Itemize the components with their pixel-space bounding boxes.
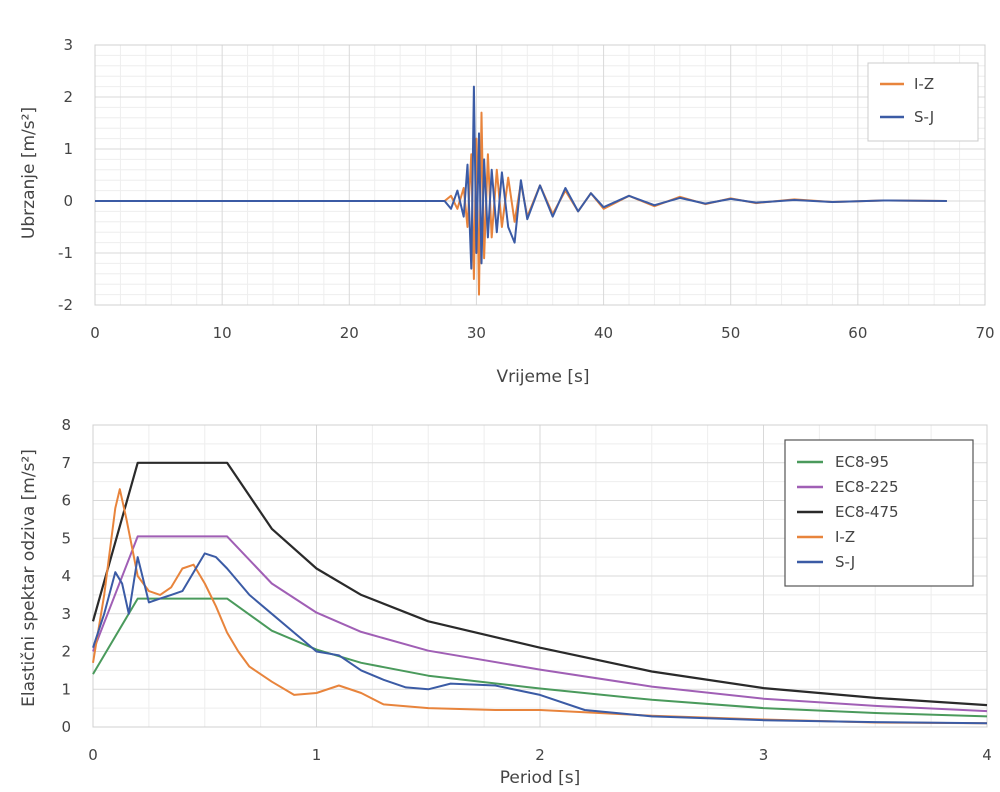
x-axis-label: Period [s] xyxy=(500,768,581,788)
response-spectrum-chart: 0 1 2 3 4 0 1 2 3 4 5 6 7 8 Period [s] Elastični spe… xyxy=(19,416,992,788)
plot-frame xyxy=(92,424,988,728)
series-line-s-j xyxy=(92,552,988,725)
y-tick-label: 0 xyxy=(63,192,73,210)
x-tick-label: 20 xyxy=(340,324,359,342)
series-line-i-z xyxy=(95,111,947,296)
x-tick-labels: 0 10 20 30 40 50 60 70 xyxy=(90,324,994,342)
y-tick-label: 3 xyxy=(63,36,73,54)
y-tick-label: 5 xyxy=(61,529,71,547)
series-line-ec8-225 xyxy=(92,535,988,713)
y-tick-label: 7 xyxy=(61,454,71,472)
legend: EC8-95 EC8-225 EC8-475 I-Z S-J xyxy=(784,439,974,587)
legend-label: EC8-95 xyxy=(835,453,889,471)
legend: I-Z S-J xyxy=(867,62,979,142)
x-tick-label: 40 xyxy=(594,324,613,342)
series-line-ec8-475 xyxy=(91,461,988,707)
x-tick-label: 2 xyxy=(535,746,545,764)
x-tick-label: 1 xyxy=(312,746,322,764)
series-line-i-z xyxy=(92,488,988,725)
y-axis-label: Elastični spektar odziva [m/s²] xyxy=(19,449,39,707)
legend-label: I-Z xyxy=(914,75,934,93)
y-tick-labels: -2 -1 0 1 2 3 xyxy=(58,36,73,314)
y-tick-label: 3 xyxy=(61,605,71,623)
y-tick-labels: 0 1 2 3 4 5 6 7 8 xyxy=(61,416,71,736)
legend-label: EC8-475 xyxy=(835,503,899,521)
x-tick-label: 3 xyxy=(759,746,769,764)
y-tick-label: 4 xyxy=(61,567,71,585)
plot-frame xyxy=(94,44,986,306)
legend-entries: I-Z S-J xyxy=(880,75,934,126)
legend-label: S-J xyxy=(835,553,855,571)
x-tick-label: 30 xyxy=(467,324,486,342)
y-tick-label: 0 xyxy=(61,718,71,736)
legend-label: I-Z xyxy=(835,528,855,546)
x-tick-label: 0 xyxy=(90,324,100,342)
y-tick-label: 1 xyxy=(61,680,71,698)
x-tick-labels: 0 1 2 3 4 xyxy=(88,746,992,764)
x-axis-label: Vrijeme [s] xyxy=(496,367,589,387)
y-tick-label: 6 xyxy=(61,492,71,510)
series-group xyxy=(95,85,947,296)
legend-entries: EC8-95 EC8-225 EC8-475 I-Z S-J xyxy=(797,453,899,571)
y-tick-label: 2 xyxy=(63,88,73,106)
legend-label: S-J xyxy=(914,108,934,126)
legend-box xyxy=(867,62,979,142)
x-tick-label: 4 xyxy=(982,746,992,764)
x-tick-label: 70 xyxy=(975,324,994,342)
series-group xyxy=(91,461,988,725)
x-tick-label: 0 xyxy=(88,746,98,764)
x-tick-label: 50 xyxy=(721,324,740,342)
legend-label: EC8-225 xyxy=(835,478,899,496)
y-tick-label: -2 xyxy=(58,296,73,314)
series-line-s-j xyxy=(95,85,947,270)
y-tick-label: -1 xyxy=(58,244,73,262)
grid xyxy=(94,44,986,306)
y-tick-label: 8 xyxy=(61,416,71,434)
x-tick-label: 10 xyxy=(213,324,232,342)
y-tick-label: 1 xyxy=(63,140,73,158)
x-tick-label: 60 xyxy=(848,324,867,342)
y-tick-label: 2 xyxy=(61,643,71,661)
y-axis-label: Ubrzanje [m/s²] xyxy=(19,107,39,239)
acceleration-chart: 0 10 20 30 40 50 60 70 -2 -1 0 1 2 3 Vrijeme [s] Ubr… xyxy=(19,36,995,387)
